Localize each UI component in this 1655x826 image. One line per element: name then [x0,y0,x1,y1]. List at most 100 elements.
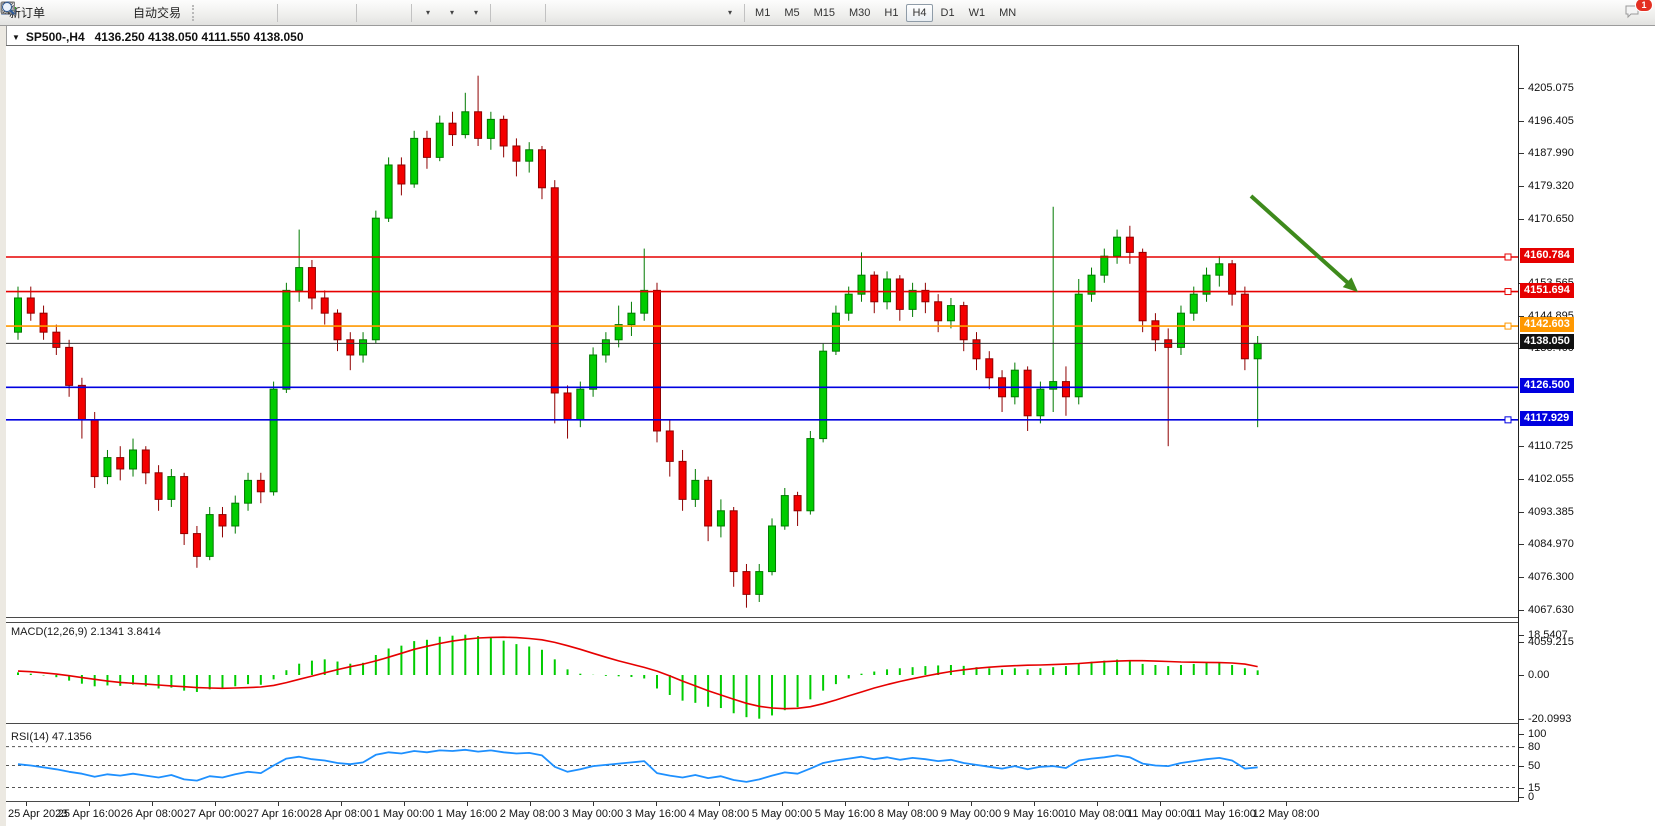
profiles-icon[interactable] [1,1,100,24]
rsi-panel[interactable]: RSI(14) 47.1356 [6,728,1518,802]
candle-body [1049,381,1058,390]
chevron-down-icon[interactable]: ▾ [450,8,455,17]
zoom-in-button[interactable] [2,2,305,24]
line-handle[interactable] [1504,253,1512,261]
trendline-tool[interactable] [2,2,621,24]
autotrading-button[interactable]: 自动交易 [1,1,190,24]
price-chart-panel[interactable] [6,45,1518,618]
timeframe-MN[interactable]: MN [999,6,1017,19]
candle-body [39,312,48,333]
chevron-down-icon[interactable]: ▼ [12,32,20,42]
candle-body [895,278,904,310]
candle-body [359,339,368,356]
line-handle[interactable] [1504,322,1512,330]
trend-arrow[interactable] [1249,194,1354,289]
price-tag-4160.784[interactable]: 4160.784 [1520,248,1574,263]
candle-body [934,301,943,322]
cursor-tool-button[interactable] [4,2,518,24]
price-tag-4151.694[interactable]: 4151.694 [1520,282,1574,298]
price-axis[interactable]: 4205.075 4196.405 4187.990 4179.320 4170.650… [1518,45,1655,803]
time-tick [1097,802,1098,806]
candle-body [282,289,291,390]
auto-scroll-button[interactable] [1,1,384,24]
candle-body [959,305,968,341]
candle-body [525,149,534,162]
trade-icon[interactable] [2,2,76,24]
time-tick [341,802,342,806]
candle-body [435,122,444,158]
chevron-down-icon[interactable]: ▾ [474,8,479,17]
add-indicator-button[interactable]: ▾ [0,2,439,24]
candle-body [422,137,431,158]
time-label: 12 May 08:00 [1252,808,1320,820]
candlestick-chart[interactable] [6,46,1518,618]
price-tag-4126.500[interactable]: 4126.500 [1520,378,1574,394]
line-handle[interactable] [1504,416,1512,424]
time-tick [908,802,909,806]
candle-body [1228,263,1237,295]
candle-body [704,479,713,527]
candle-body [26,297,35,314]
chevron-down-icon[interactable]: ▾ [426,8,431,17]
time-tick [593,802,594,806]
arrows-tool[interactable]: ▾ [2,2,741,24]
time-label: 11 May 00:00 [1127,808,1193,820]
candle-body [1215,263,1224,276]
candle-body [806,438,815,512]
timeframe-D1[interactable]: D1 [940,6,955,19]
line-handle[interactable] [1504,288,1512,296]
time-label: 4 May 08:00 [688,808,750,820]
tile-windows-button[interactable] [2,2,353,24]
timeframe-H1[interactable]: H1 [884,6,899,19]
horizontal-line-tool[interactable] [2,2,597,24]
timeframe-M30[interactable]: M30 [849,6,871,19]
chat-icon[interactable]: 1 [1623,0,1653,24]
template-button[interactable]: ▾ [1,2,487,24]
timeframe-M5[interactable]: M5 [784,6,800,19]
text-label-tool[interactable]: T [1,2,717,24]
vertical-line-tool[interactable] [7,2,573,24]
candle-body [1061,381,1070,398]
zoom-out-button[interactable] [2,2,329,24]
candle-body [1074,293,1083,398]
candle-body [474,111,483,139]
macd-chart[interactable] [6,623,1518,723]
bar-chart-button[interactable] [3,2,226,24]
chevron-down-icon[interactable]: ▾ [728,8,733,17]
new-order-button[interactable]: 新订单 [9,6,46,20]
search-icon[interactable] [2,2,1617,24]
timeframe-M15[interactable]: M15 [813,6,835,19]
macd-panel[interactable]: MACD(12,26,9) 2.1341 3.8414 [6,623,1518,723]
time-label: 2 May 08:00 [499,808,561,820]
panel-separator[interactable] [6,617,1518,623]
candle-body [129,449,138,470]
line-chart-button[interactable] [1,2,274,24]
price-tag-4142.603[interactable]: 4142.603 [1520,317,1574,333]
broadcast-icon[interactable] [1,2,124,24]
time-axis[interactable]: 25 Apr 2023 25 Apr 16:00 26 Apr 08:00 27 Ap… [6,802,1518,826]
equidistant-channel-tool[interactable]: E [1,1,645,24]
candle-body [116,457,125,470]
trend-arrow-head[interactable] [1342,277,1358,292]
candle-body [883,278,892,303]
fibonacci-tool[interactable]: F [2,2,669,24]
time-tick [152,802,153,806]
candle-body [448,122,457,136]
time-label: 25 Apr 16:00 [57,808,121,820]
time-label: 27 Apr 16:00 [246,808,310,820]
timeframe-W1[interactable]: W1 [968,6,986,19]
candlestick-chart-button[interactable] [2,2,250,24]
timeframe-H4[interactable]: H4 [906,3,933,22]
candle-body [90,419,99,478]
period-clock-button[interactable]: ▾ [1,1,463,24]
text-tool[interactable]: A [4,1,693,24]
chart-window: ▼ SP500-,H4 4136.250 4138.050 4111.550 4… [0,26,1655,826]
chart-shift-button[interactable] [1,1,408,24]
timeframe-M1[interactable]: M1 [755,6,771,19]
candle-body [397,164,406,185]
crosshair-tool-button[interactable] [2,2,542,24]
candle-body [614,324,623,341]
candle-body [154,472,163,500]
price-tag-4117.929[interactable]: 4117.929 [1520,410,1574,426]
rsi-chart[interactable] [6,728,1518,801]
